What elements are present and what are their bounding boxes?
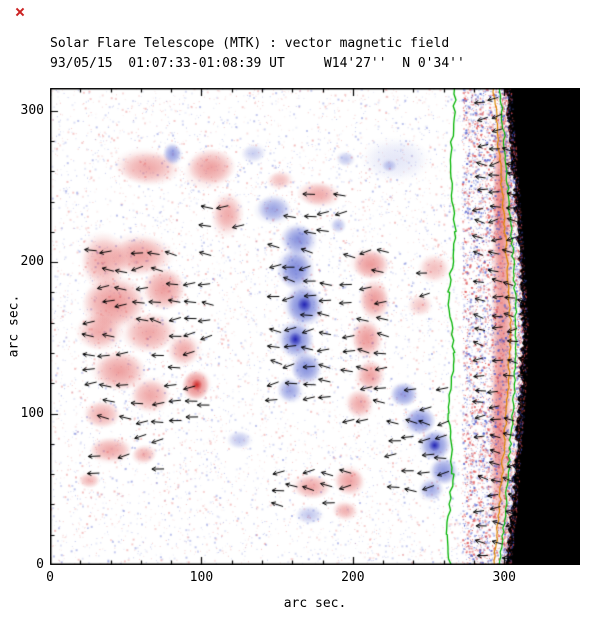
x-tick-label: 300: [492, 570, 517, 585]
y-tick-label: 0: [36, 557, 44, 572]
y-tick-label: 300: [20, 102, 44, 118]
plot-area: [50, 88, 580, 565]
red-fiducial-marker: [14, 6, 26, 18]
plot-subtitle: 93/05/15 01:07:33-01:08:39 UT W14'27'' N…: [50, 56, 465, 71]
magnetogram-canvas: [50, 88, 580, 565]
x-tick-label: 0: [46, 570, 54, 585]
x-axis-label: arc sec.: [283, 596, 347, 611]
y-tick-label: 200: [20, 254, 44, 270]
y-axis-label: arc sec.: [6, 294, 22, 358]
x-tick-label: 100: [189, 570, 214, 585]
plot-title: Solar Flare Telescope (MTK) : vector mag…: [50, 36, 450, 51]
x-tick-label: 200: [341, 570, 365, 585]
y-tick-label: 100: [20, 405, 44, 421]
